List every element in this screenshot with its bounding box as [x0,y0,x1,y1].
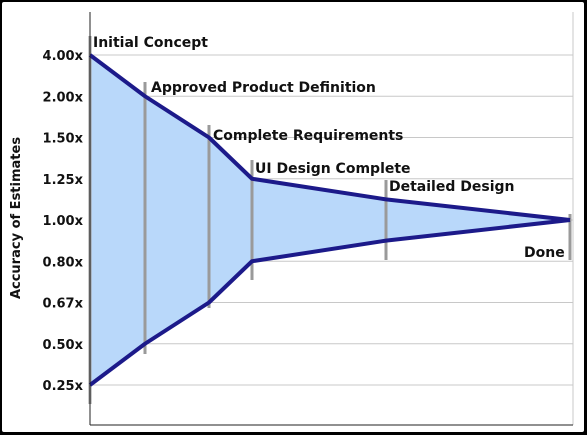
uncertainty-fill [90,55,570,385]
upper-bound-line [88,53,571,222]
y-tick-label: 2.00x [43,90,84,105]
milestone-label: Done [524,245,565,261]
lower-bound-line [88,218,571,387]
y-tick-label: 0.50x [43,338,84,353]
y-tick-label: 0.25x [43,379,84,394]
y-tick-label: 0.67x [43,297,84,312]
y-tick-label: 0.80x [43,255,84,270]
milestone-label: Initial Concept [93,35,208,51]
bound-lines [88,53,571,387]
milestone-label: UI Design Complete [255,161,411,177]
milestone-label: Detailed Design [389,179,514,195]
uncertainty-area [90,55,570,385]
y-tick-label: 1.50x [43,132,84,147]
y-tick-label: 4.00x [43,49,84,64]
milestone-labels: Initial Concept Approved Product Definiti… [93,35,565,261]
y-axis-label: Accuracy of Estimates [9,137,24,299]
milestone-label: Approved Product Definition [151,80,376,96]
y-tick-label: 1.00x [43,214,84,229]
milestone-label: Complete Requirements [213,128,403,144]
y-tick-label: 1.25x [43,173,84,188]
